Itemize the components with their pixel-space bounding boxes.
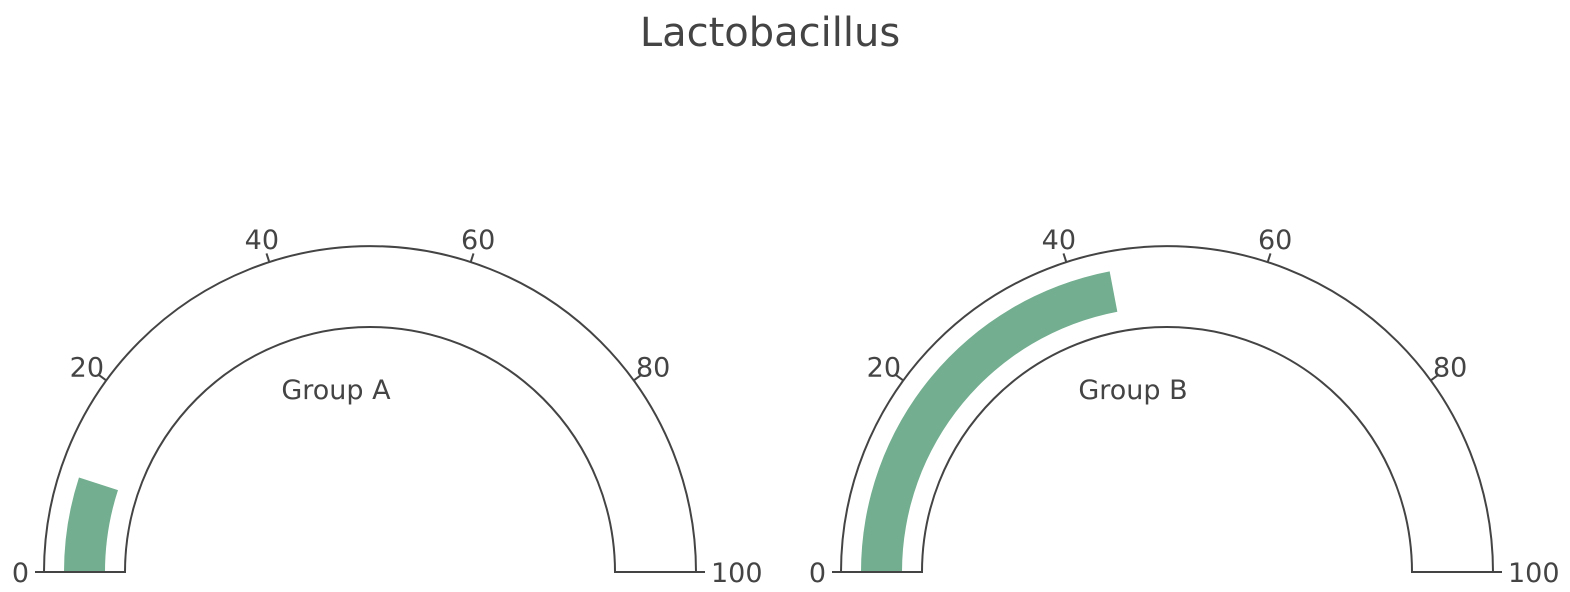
gauge-tick-label: 100	[1508, 558, 1560, 589]
gauge-group-b: 0 20 40 60 80 100 Group B	[809, 225, 1560, 589]
gauge-tick-label: 100	[711, 558, 763, 589]
gauge-tick-label: 60	[1258, 225, 1292, 256]
gauge-tick-label: 20	[70, 352, 104, 383]
gauge-name-label: Group B	[1078, 375, 1187, 406]
gauge-tick-label: 40	[245, 225, 279, 256]
gauge-tick-label: 60	[461, 225, 495, 256]
gauge-value-bar	[861, 271, 1117, 572]
gauge-tick-label: 80	[636, 352, 670, 383]
gauge-tick-label: 20	[867, 352, 901, 383]
gauge-tick-label: 80	[1433, 352, 1467, 383]
gauge-name-label: Group A	[281, 375, 391, 406]
chart-title: Lactobacillus	[640, 10, 900, 56]
gauges-container: 0 20 40 60 80 100 Group A 0 20 40 60 80 100 Group B	[12, 225, 1560, 589]
gauge-value-bar	[64, 477, 118, 572]
gauge-tick-label: 0	[12, 558, 29, 589]
gauge-group-a: 0 20 40 60 80 100 Group A	[12, 225, 763, 589]
gauge-tick-label: 0	[809, 558, 826, 589]
gauge-tick-label: 40	[1042, 225, 1076, 256]
gauge-outline	[44, 246, 696, 572]
